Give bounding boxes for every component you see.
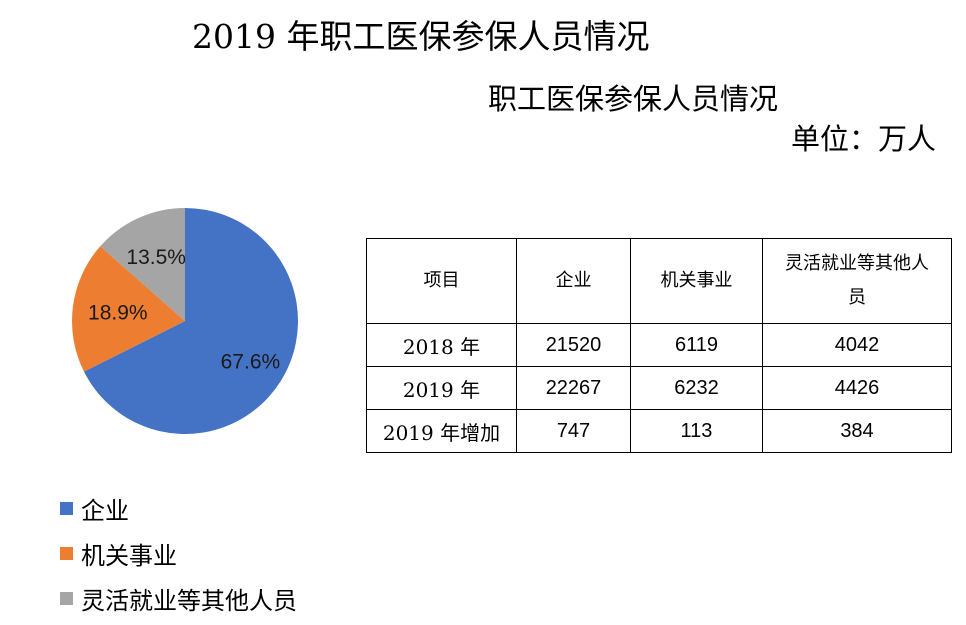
table-cell: 6232	[630, 366, 763, 410]
pie-slice-institution	[72, 246, 185, 372]
table-cell: 4042	[762, 323, 952, 367]
header-item: 项目	[366, 238, 517, 324]
pie-label-institution: 18.9%	[88, 301, 148, 324]
table-row: 2019 年增加 747 113 384	[366, 409, 952, 453]
header-flexible: 灵活就业等其他人员	[762, 238, 952, 324]
data-table: 项目 企业 机关事业 灵活就业等其他人员 2018 年 21520 6119 4…	[366, 238, 952, 453]
row-label: 2019 年	[366, 366, 517, 410]
pie-label-enterprise: 67.6%	[221, 350, 281, 373]
table-cell: 21520	[516, 323, 631, 367]
table-row: 2019 年 22267 6232 4426	[366, 366, 952, 410]
legend-label: 企业	[81, 497, 129, 525]
header-institution: 机关事业	[630, 238, 763, 324]
legend-swatch	[60, 592, 73, 605]
legend-swatch	[60, 502, 73, 515]
table-cell: 22267	[516, 366, 631, 410]
table-cell: 384	[762, 409, 952, 453]
header-flexible-text: 灵活就业等其他人员	[785, 253, 929, 308]
pie-chart: 67.6% 18.9% 13.5%	[72, 208, 299, 434]
pie-slice-enterprise	[84, 208, 299, 434]
table-row: 2018 年 21520 6119 4042	[366, 323, 952, 367]
pie-slice-flexible	[100, 208, 185, 321]
table-header-row: 项目 企业 机关事业 灵活就业等其他人员	[366, 238, 952, 324]
legend-item-enterprise: 企业	[60, 486, 297, 531]
legend-label: 机关事业	[81, 542, 177, 570]
row-label: 2018 年	[366, 323, 517, 367]
chart-subtitle: 职工医保参保人员情况	[488, 82, 779, 116]
legend-item-flexible: 灵活就业等其他人员	[60, 576, 297, 621]
main-title: 2019 年职工医保参保人员情况	[192, 17, 650, 56]
legend-label: 灵活就业等其他人员	[81, 587, 297, 615]
unit-label: 单位：万人	[790, 122, 936, 156]
pie-label-flexible: 13.5%	[126, 246, 186, 269]
legend-swatch	[60, 547, 73, 560]
table-cell: 747	[516, 409, 631, 453]
header-enterprise: 企业	[516, 238, 631, 324]
table-cell: 4426	[762, 366, 952, 410]
legend: 企业 机关事业 灵活就业等其他人员	[60, 486, 297, 621]
row-label: 2019 年增加	[366, 409, 517, 453]
table-cell: 113	[630, 409, 763, 453]
legend-item-institution: 机关事业	[60, 531, 297, 576]
table-cell: 6119	[630, 323, 763, 367]
